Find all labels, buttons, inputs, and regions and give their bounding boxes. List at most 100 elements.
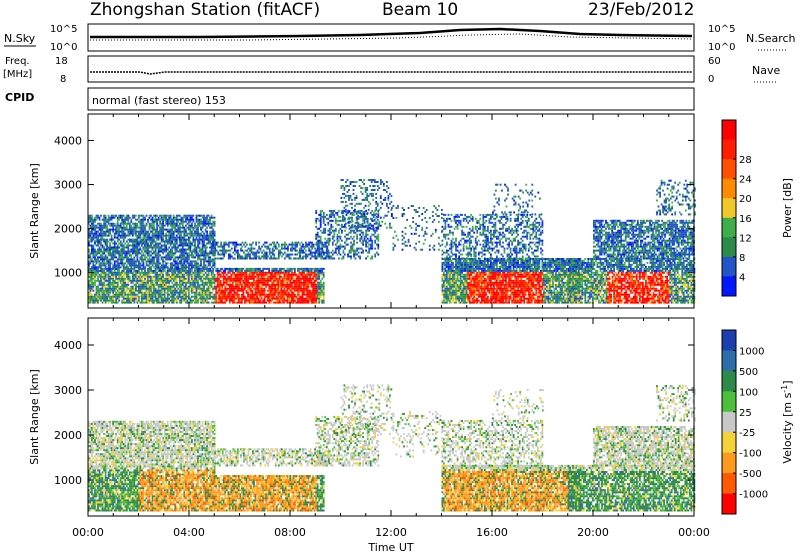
data-cell	[166, 256, 169, 259]
data-cell	[112, 252, 114, 255]
data-cell	[151, 285, 154, 288]
data-cell	[235, 243, 238, 246]
data-cell	[136, 248, 139, 251]
data-cell	[100, 291, 102, 294]
data-cell	[103, 273, 105, 276]
data-cell	[253, 301, 255, 304]
data-cell	[95, 254, 98, 257]
data-cell	[253, 297, 255, 300]
data-cell	[89, 262, 92, 265]
data-cell	[133, 267, 136, 270]
data-cell	[363, 237, 366, 240]
data-cell	[177, 275, 180, 278]
data-cell	[168, 240, 171, 243]
data-cell	[235, 281, 237, 284]
data-cell	[115, 230, 118, 233]
data-cell	[131, 295, 134, 298]
data-cell	[225, 283, 228, 286]
data-cell	[271, 291, 274, 294]
data-cell	[283, 271, 286, 274]
data-cell	[204, 299, 207, 302]
data-cell	[308, 247, 310, 250]
data-cell	[210, 258, 213, 261]
data-cell	[136, 246, 139, 249]
data-cell	[107, 264, 110, 267]
data-cell	[257, 273, 260, 276]
data-cell	[88, 273, 90, 276]
data-cell	[183, 258, 186, 261]
data-cell	[222, 275, 225, 278]
data-cell	[159, 262, 161, 265]
data-cell	[101, 234, 104, 237]
data-cell	[130, 240, 133, 243]
data-cell	[276, 247, 279, 250]
data-cell	[328, 233, 331, 236]
data-cell	[130, 269, 133, 272]
data-cell	[283, 275, 286, 278]
data-cell	[148, 226, 151, 229]
data-cell	[312, 287, 314, 290]
data-cell	[185, 264, 187, 267]
data-cell	[192, 295, 195, 298]
data-cell	[254, 285, 257, 288]
data-cell	[172, 238, 175, 241]
data-cell	[121, 287, 124, 290]
data-cell	[292, 299, 295, 302]
data-cell	[113, 240, 116, 243]
data-cell	[106, 269, 108, 272]
data-cell	[100, 277, 102, 280]
data-cell	[194, 232, 196, 235]
data-cell	[360, 241, 363, 244]
data-cell	[192, 250, 195, 253]
data-cell	[204, 258, 207, 261]
data-cell	[239, 277, 242, 280]
data-cell	[89, 289, 92, 292]
data-cell	[281, 289, 284, 292]
data-cell	[106, 267, 108, 270]
data-cell	[89, 232, 92, 235]
data-cell	[91, 224, 93, 227]
data-cell	[145, 232, 148, 235]
data-cell	[92, 228, 95, 231]
data-cell	[331, 235, 334, 238]
data-cell	[194, 224, 196, 227]
data-cell	[97, 275, 99, 278]
data-cell	[283, 277, 286, 280]
data-cell	[263, 299, 266, 302]
data-cell	[141, 244, 143, 247]
data-cell	[180, 299, 183, 302]
data-cell	[235, 269, 237, 272]
data-cell	[268, 253, 271, 256]
data-cell	[348, 217, 351, 220]
data-cell	[109, 264, 111, 267]
data-cell	[127, 246, 130, 249]
data-cell	[322, 221, 325, 224]
data-cell	[344, 247, 346, 250]
data-cell	[183, 220, 186, 223]
data-cell	[118, 277, 121, 280]
data-cell	[253, 287, 255, 290]
data-cell	[225, 297, 228, 300]
data-cell	[290, 249, 292, 252]
data-cell	[319, 211, 322, 214]
data-cell	[223, 251, 226, 254]
data-cell	[345, 200, 347, 203]
data-cell	[362, 217, 364, 220]
data-cell	[136, 271, 139, 274]
data-cell	[359, 247, 361, 250]
data-cell	[357, 251, 360, 254]
data-cell	[107, 260, 110, 263]
data-cell	[248, 285, 251, 288]
data-cell	[125, 214, 128, 217]
data-cell	[238, 297, 240, 300]
data-cell	[185, 287, 187, 290]
data-cell	[151, 224, 154, 227]
data-cell	[244, 297, 246, 300]
data-cell	[322, 287, 325, 290]
data-cell	[106, 283, 108, 286]
data-cell	[110, 287, 113, 290]
data-cell	[259, 287, 261, 290]
data-cell	[249, 243, 251, 246]
data-cell	[277, 255, 280, 258]
data-cell	[257, 287, 260, 290]
